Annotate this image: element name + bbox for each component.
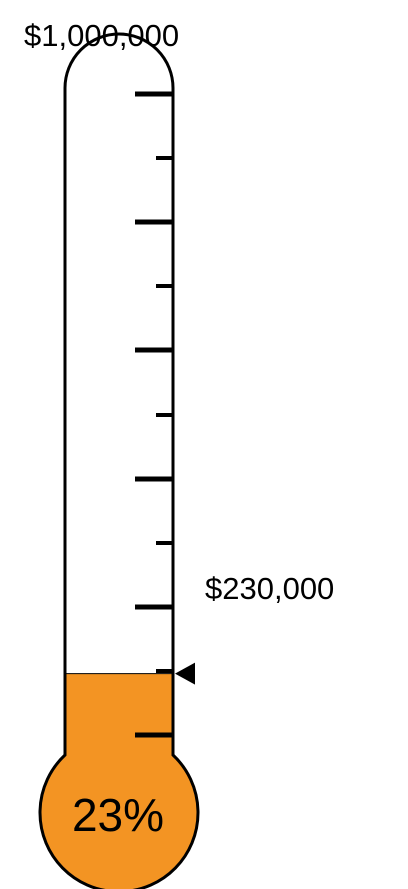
- goal-label: $1,000,000: [24, 18, 179, 53]
- progress-fill: [40, 673, 199, 889]
- thermometer-outline: [38, 32, 200, 889]
- current-value-marker: [175, 662, 195, 685]
- percent-label: 23%: [72, 789, 164, 841]
- current-value-label: $230,000: [205, 571, 334, 606]
